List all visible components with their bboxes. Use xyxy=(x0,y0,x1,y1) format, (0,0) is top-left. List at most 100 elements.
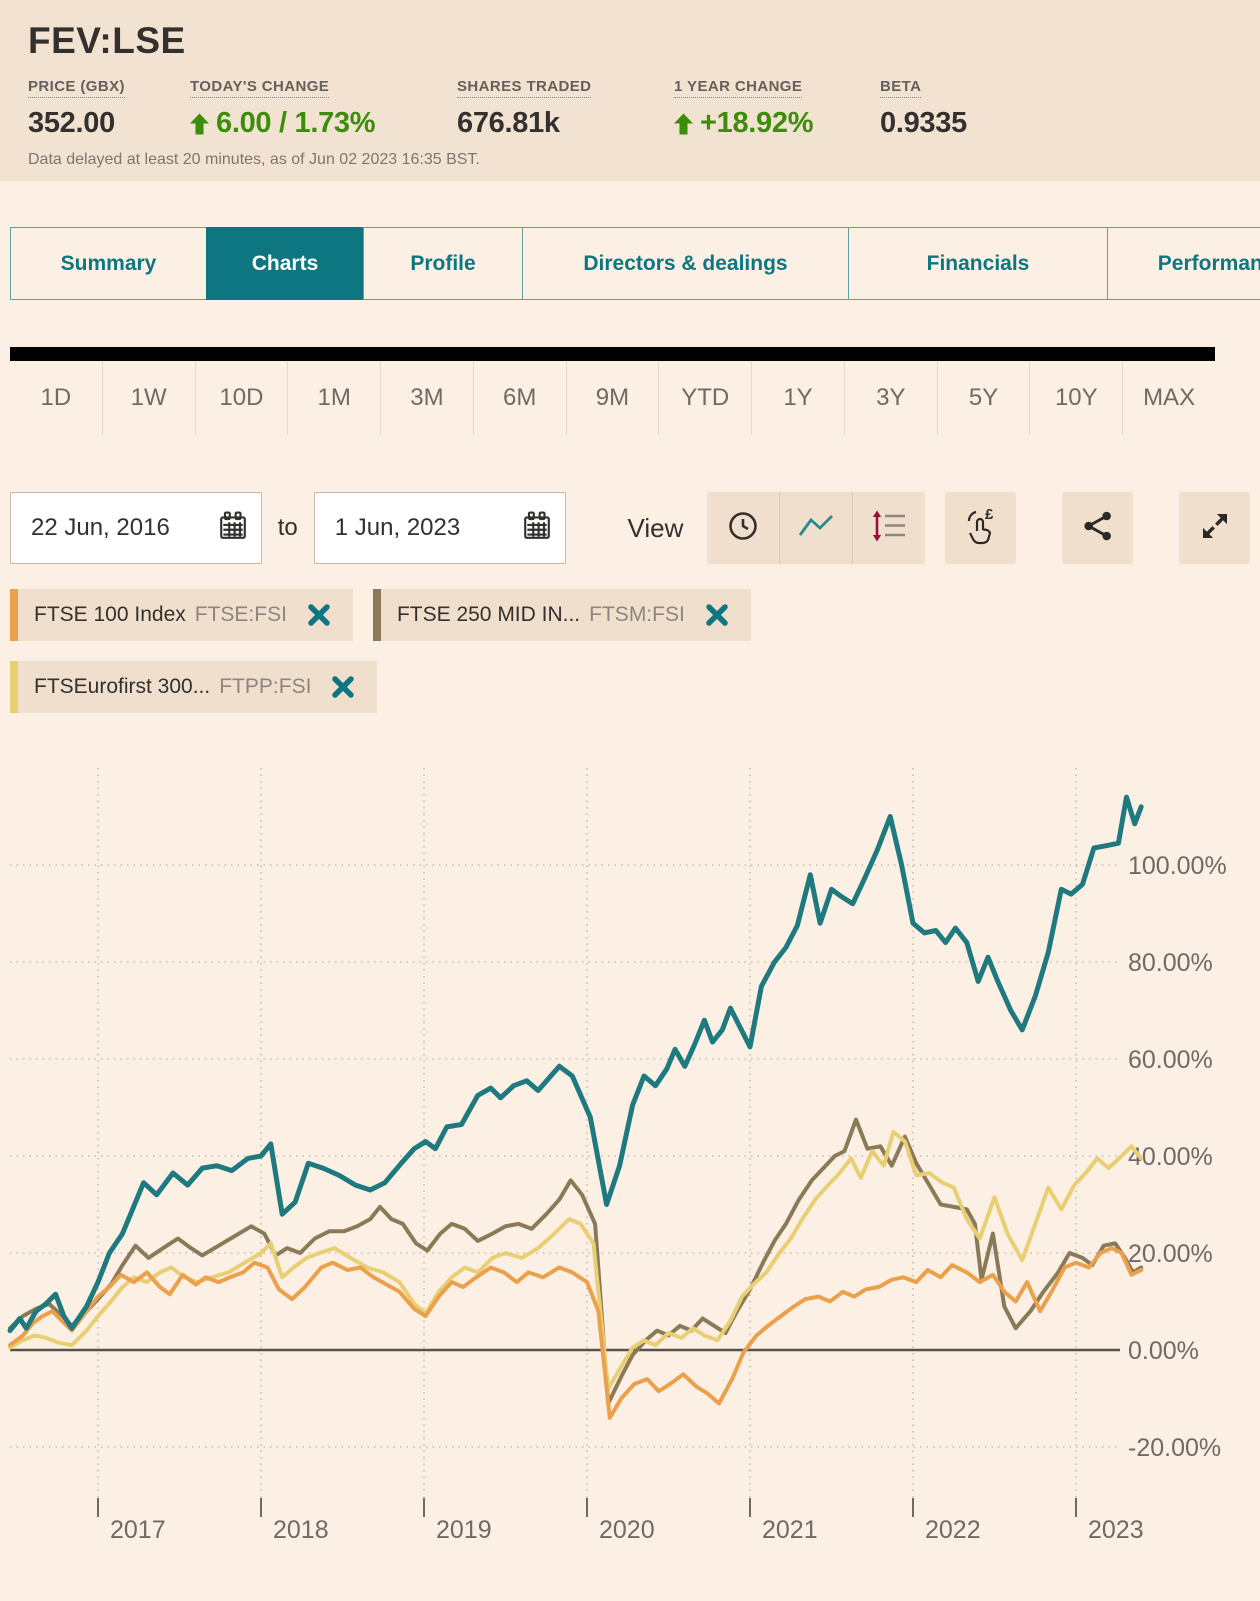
svg-text:£: £ xyxy=(985,507,994,523)
stat-label-text: BETA xyxy=(880,78,922,98)
comparison-chip-ftsm-fsi: FTSE 250 MID IN... FTSM:FSI xyxy=(372,589,751,641)
range-3m[interactable]: 3M xyxy=(380,361,473,435)
remove-series-button[interactable] xyxy=(307,603,331,627)
chart-top-bar xyxy=(10,347,1215,361)
close-x-icon xyxy=(332,676,355,698)
range-ytd[interactable]: YTD xyxy=(658,361,751,435)
chart-area: 2017 2018 2019 2020 2021 2022 2023 100.00% 80.00… xyxy=(0,726,1260,1601)
stat-value-text: 0.9335 xyxy=(880,107,967,139)
comparison-chip-ftse-fsi: FTSE 100 Index FTSE:FSI xyxy=(10,589,353,641)
stat-value-text: 352.00 xyxy=(28,107,115,139)
line-chart-icon xyxy=(798,513,834,544)
chip-name: FTSE 100 Index xyxy=(34,603,186,626)
series-line-ftsm-fsi xyxy=(8,1117,1144,1406)
share-button[interactable] xyxy=(1062,492,1134,564)
stat-label-text: TODAY'S CHANGE xyxy=(190,78,330,98)
data-delay-note: Data delayed at least 20 minutes, as of … xyxy=(28,151,480,168)
y-axis-label: 60.00% xyxy=(1128,1046,1213,1074)
stat-label-text: 1 YEAR CHANGE xyxy=(674,78,803,98)
range-1m[interactable]: 1M xyxy=(287,361,380,435)
y-axis-label: -20.00% xyxy=(1128,1434,1221,1462)
range-1y[interactable]: 1Y xyxy=(751,361,844,435)
expand-icon xyxy=(1199,510,1231,547)
up-arrow-icon xyxy=(674,112,693,135)
range-10y[interactable]: 10Y xyxy=(1029,361,1122,435)
view-label: View xyxy=(627,512,684,543)
chart-gridlines xyxy=(10,768,1120,1517)
range-6m[interactable]: 6M xyxy=(472,361,566,435)
stat-shares-traded: SHARES TRADED 676.81k xyxy=(457,78,674,140)
intraday-clock-button[interactable] xyxy=(707,492,780,564)
x-axis-label: 2018 xyxy=(273,1516,329,1544)
tab-directors-dealings[interactable]: Directors & dealings xyxy=(522,227,849,300)
tab-performance[interactable]: Performance xyxy=(1107,227,1260,300)
range-10d[interactable]: 10D xyxy=(194,361,288,435)
series-line-ftse-fsi xyxy=(8,1246,1144,1420)
x-axis-label: 2021 xyxy=(762,1516,818,1544)
chip-name: FTSEurofirst 300... xyxy=(34,675,211,698)
chip-ticker: FTSM:FSI xyxy=(589,603,685,626)
series-line-fev-lse xyxy=(7,794,1144,1334)
from-date-field[interactable] xyxy=(10,492,262,564)
stat-value: 676.81k xyxy=(457,107,674,140)
share-icon xyxy=(1082,510,1114,547)
view-mode-group xyxy=(707,492,926,564)
remove-series-button[interactable] xyxy=(331,675,355,699)
chip-ticker: FTPP:FSI xyxy=(219,675,312,698)
stat-label: SHARES TRADED xyxy=(457,78,674,98)
up-arrow-icon xyxy=(190,112,209,135)
section-tabs: Summary Charts Profile Directors & dealings… xyxy=(10,227,1260,300)
y-axis-label: 20.00% xyxy=(1128,1240,1213,1268)
y-axis-label: 0.00% xyxy=(1128,1337,1199,1365)
tab-profile[interactable]: Profile xyxy=(363,227,523,300)
stat-value: 0.9335 xyxy=(880,107,967,140)
range-max[interactable]: MAX xyxy=(1122,361,1215,435)
stat-1-year-change: 1 YEAR CHANGE +18.92% xyxy=(674,78,880,140)
remove-series-button[interactable] xyxy=(705,603,729,627)
stat-value-text: 6.00 / 1.73% xyxy=(216,107,376,139)
x-axis-label: 2022 xyxy=(925,1516,981,1544)
x-axis-label: 2020 xyxy=(599,1516,655,1544)
to-date-field[interactable] xyxy=(313,492,566,564)
chart-series xyxy=(7,794,1144,1420)
range-3y[interactable]: 3Y xyxy=(843,361,937,435)
tab-summary[interactable]: Summary xyxy=(10,227,207,300)
x-axis-label: 2017 xyxy=(110,1516,166,1544)
close-x-icon xyxy=(308,604,330,626)
price-alert-button[interactable]: £ xyxy=(945,492,1017,564)
tab-charts[interactable]: Charts xyxy=(206,227,364,300)
fullscreen-button[interactable] xyxy=(1179,492,1250,564)
calendar-icon[interactable] xyxy=(219,511,247,546)
y-axis-label: 100.00% xyxy=(1128,852,1227,880)
price-comparison-chart[interactable]: 2017 2018 2019 2020 2021 2022 2023 100.00% 80.00… xyxy=(0,726,1260,1596)
to-date-input[interactable] xyxy=(332,513,507,543)
clock-icon xyxy=(727,510,759,547)
chart-controls: to View xyxy=(10,492,1250,564)
date-range-to-label: to xyxy=(277,514,298,541)
chip-ticker: FTSE:FSI xyxy=(194,603,287,626)
from-date-input[interactable] xyxy=(29,513,203,543)
stat-price-gbx: PRICE (GBX) 352.00 xyxy=(28,78,190,140)
comparison-chip-ftpp-fsi: FTSEurofirst 300... FTPP:FSI xyxy=(10,661,378,713)
range-5y[interactable]: 5Y xyxy=(936,361,1030,435)
range-bars-button[interactable] xyxy=(852,492,926,564)
chip-name: FTSE 250 MID IN... xyxy=(396,603,581,626)
stat-today-s-change: TODAY'S CHANGE 6.00 / 1.73% xyxy=(190,78,457,140)
stat-label-text: SHARES TRADED xyxy=(457,78,592,98)
timeframe-row: 1D 1W 10D 1M 3M 6M 9M YTD 1Y 3Y 5Y 10Y MAX xyxy=(10,361,1215,435)
range-1d[interactable]: 1D xyxy=(40,384,72,411)
stats-row: PRICE (GBX) 352.00 TODAY'S CHANGE 6.00 / 1.… xyxy=(28,78,1232,140)
calendar-icon[interactable] xyxy=(523,511,551,546)
stat-label: 1 YEAR CHANGE xyxy=(674,78,880,98)
comparison-chips-row-1: FTSE 100 Index FTSE:FSI FTSE 250 MID IN...… xyxy=(10,589,1260,641)
quote-header: FEV:LSE PRICE (GBX) 352.00 TODAY'S CHANGE 6… xyxy=(0,0,1260,181)
stat-value-text: 676.81k xyxy=(457,107,560,139)
line-chart-button[interactable] xyxy=(779,492,853,564)
range-1w[interactable]: 1W xyxy=(101,361,195,435)
stat-value: +18.92% xyxy=(674,107,880,140)
stat-label-text: PRICE (GBX) xyxy=(28,78,125,98)
range-9m[interactable]: 9M xyxy=(565,361,659,435)
stat-value-text: +18.92% xyxy=(700,107,814,139)
x-axis-label: 2019 xyxy=(436,1516,492,1544)
tab-financials[interactable]: Financials xyxy=(848,227,1108,300)
